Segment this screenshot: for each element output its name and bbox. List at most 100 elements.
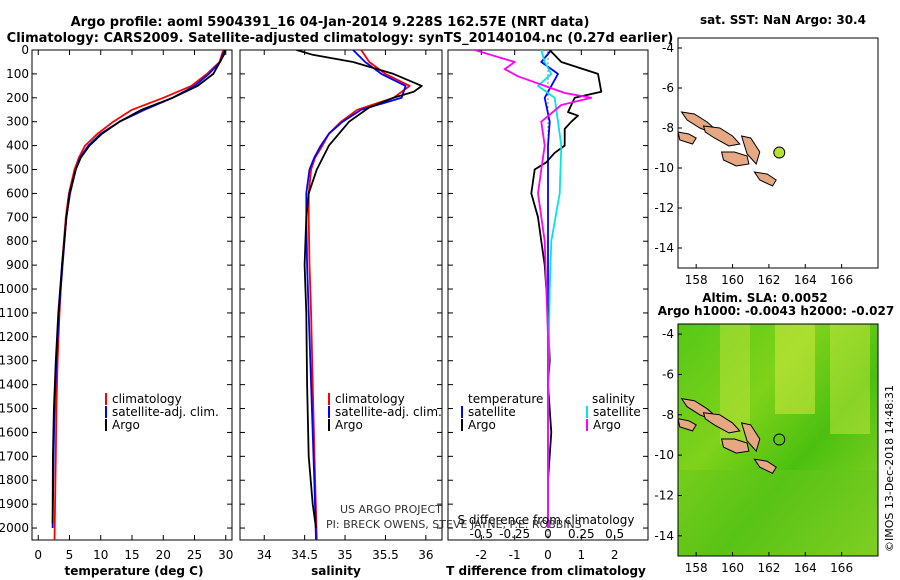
temperature-xlabel: temperature (deg C) [65, 564, 204, 578]
depth-tick-label: 1400 [0, 378, 29, 392]
legend-argo: Argo [112, 418, 140, 432]
depth-tick-label: 1900 [0, 497, 29, 511]
s-difference-ticks: -0.5 -0.25 0 0.25 0.5 [470, 527, 625, 541]
x-tick-label: 34 [257, 548, 272, 562]
map-lon-label: 160 [721, 273, 744, 287]
salinity-curves [296, 50, 423, 540]
sla-heatmap-band-2 [775, 324, 815, 414]
salinity-legend: climatology satellite-adj. clim. Argo [328, 392, 442, 432]
difference-legend: temperature satellite Argo salinity sate… [461, 392, 641, 432]
temperature-x-ticks: 0 5 10 15 20 25 30 [32, 49, 233, 562]
sst-map-coastline [678, 111, 777, 187]
x-tick-label: -1 [509, 548, 521, 562]
depth-tick-label: 2000 [0, 521, 29, 535]
title-line-2: Climatology: CARS2009. Satellite-adjuste… [7, 31, 674, 46]
map-lat-label: -14 [654, 529, 674, 543]
map-lon-label: 166 [830, 561, 853, 575]
sla-map-axes [677, 323, 879, 557]
map-lat-label: -4 [662, 327, 674, 341]
x-tick-label: 35 [337, 548, 352, 562]
map-lon-label: 162 [757, 273, 780, 287]
series-salinity-argo [474, 50, 593, 528]
series-satellite-adj-clim- [305, 50, 407, 540]
x-tick-label: 0 [34, 548, 42, 562]
depth-tick-label: 500 [6, 163, 29, 177]
temperature-legend: climatology satellite-adj. clim. Argo [105, 392, 219, 432]
series-climatology [307, 50, 411, 540]
x-tick-label: 35.5 [372, 548, 399, 562]
x-tick-label: 20 [156, 548, 171, 562]
depth-tick-label: 1600 [0, 425, 29, 439]
sla-map-title: Altim. SLA: 0.0052 [702, 291, 828, 305]
depth-tick-label: 0 [21, 43, 29, 57]
sst-map-ticks: 158 160 162 164 166 -4 -6 -8 -10 -12 -14 [654, 41, 853, 287]
sla-map-coastline [678, 397, 777, 474]
argo-location-marker [773, 146, 786, 159]
island-santa-isabel [702, 412, 741, 434]
x-tick-label: 15 [124, 548, 139, 562]
depth-tick-label: 400 [6, 139, 29, 153]
depth-tick-label: 1700 [0, 449, 29, 463]
map-lon-label: 160 [721, 561, 744, 575]
temperature-axes [31, 49, 233, 541]
island-guadalcanal [720, 438, 750, 454]
depth-tick-label: 800 [6, 234, 29, 248]
depth-tick-label: 1200 [0, 330, 29, 344]
map-lat-label: -8 [662, 408, 674, 422]
legend-sat: satellite-adj. clim. [112, 405, 219, 419]
map-lon-label: 164 [794, 273, 817, 287]
series-argo [296, 50, 423, 529]
sla-heatmap-band-4 [680, 470, 878, 556]
series-salinity-satellite [537, 50, 563, 528]
map-lon-label: 164 [794, 561, 817, 575]
legend-salinity-title: salinity [592, 392, 635, 406]
temperature-curves [51, 50, 226, 540]
sla-heatmap [678, 324, 878, 556]
s-diff-tick-label: -0.5 [470, 527, 493, 541]
difference-xlabel: T difference from climatology [446, 564, 646, 578]
depth-tick-label: 600 [6, 186, 29, 200]
map-lon-label: 162 [757, 561, 780, 575]
sla-map-subtitle: Argo h1000: -0.0043 h2000: -0.027 [658, 304, 894, 318]
title-line-1: Argo profile: aoml 5904391_16 04-Jan-201… [71, 15, 590, 30]
imos-watermark: ©IMOS 13-Dec-2018 14:48:31 [883, 385, 896, 552]
map-lat-label: -8 [662, 121, 674, 135]
x-tick-label: -2 [475, 548, 487, 562]
island-malaita [740, 135, 761, 165]
legend-temperature-title: temperature [468, 392, 543, 406]
credit-line-2: PI: BRECK OWENS, STEVE JAYNE, P.E. ROBBI… [326, 518, 582, 531]
legend-s-sat: satellite [593, 405, 641, 419]
sst-map-title: sat. SST: NaN Argo: 30.4 [700, 13, 866, 27]
island-santa-isabel [702, 125, 741, 147]
island-makira [753, 458, 777, 474]
x-tick-label: 36 [418, 548, 433, 562]
difference-x-ticks: -2 -1 0 1 2 [448, 49, 648, 562]
map-lat-label: -12 [654, 201, 674, 215]
island-malaita [740, 422, 761, 453]
legend-sat: satellite-adj. clim. [335, 405, 442, 419]
depth-tick-label: 1500 [0, 402, 29, 416]
depth-tick-label: 1300 [0, 354, 29, 368]
depth-ticks: 0 100 200 300 400 500 600 700 800 900 1000 1100 1200… [0, 43, 29, 535]
map-lat-label: -6 [662, 81, 674, 95]
legend-t-sat: satellite [468, 405, 516, 419]
s-diff-tick-label: 0 [544, 527, 552, 541]
island-new-georgia [678, 131, 697, 145]
x-tick-label: 1 [578, 548, 586, 562]
x-tick-label: 2 [611, 548, 619, 562]
legend-clim: climatology [335, 392, 405, 406]
map-lat-label: -10 [654, 161, 674, 175]
map-lon-label: 158 [685, 561, 708, 575]
depth-tick-label: 200 [6, 91, 29, 105]
map-lat-label: -14 [654, 241, 674, 255]
depth-tick-label: 1000 [0, 282, 29, 296]
credit-line-1: US ARGO PROJECT [340, 503, 442, 516]
salinity-xlabel: salinity [311, 564, 361, 578]
depth-tick-label: 700 [6, 210, 29, 224]
series-argo [51, 50, 226, 524]
legend-clim: climatology [112, 392, 182, 406]
series-climatology [53, 50, 225, 540]
depth-tick-label: 900 [6, 258, 29, 272]
island-new-georgia [678, 418, 697, 432]
